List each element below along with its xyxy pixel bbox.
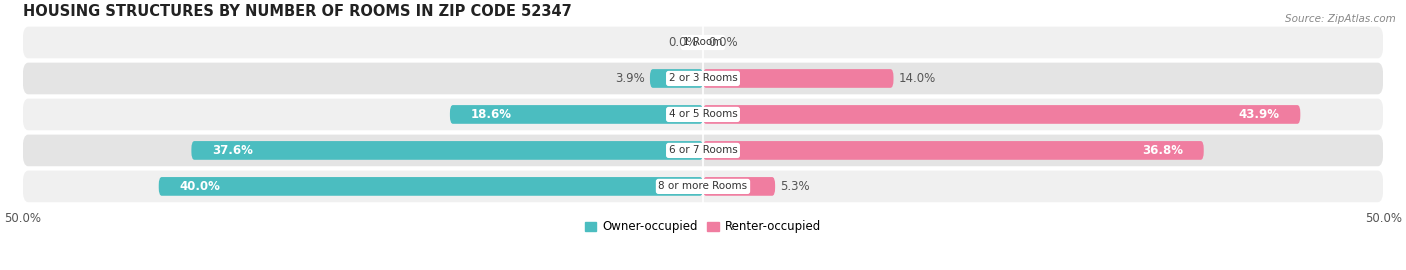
FancyBboxPatch shape: [650, 69, 703, 88]
Text: 1 Room: 1 Room: [683, 38, 723, 48]
Legend: Owner-occupied, Renter-occupied: Owner-occupied, Renter-occupied: [579, 216, 827, 238]
FancyBboxPatch shape: [703, 141, 1204, 160]
FancyBboxPatch shape: [703, 69, 893, 88]
FancyBboxPatch shape: [450, 105, 703, 124]
Text: 5.3%: 5.3%: [780, 180, 810, 193]
FancyBboxPatch shape: [159, 177, 703, 196]
Text: Source: ZipAtlas.com: Source: ZipAtlas.com: [1285, 14, 1396, 23]
FancyBboxPatch shape: [22, 63, 1384, 94]
Text: 18.6%: 18.6%: [471, 108, 512, 121]
Text: HOUSING STRUCTURES BY NUMBER OF ROOMS IN ZIP CODE 52347: HOUSING STRUCTURES BY NUMBER OF ROOMS IN…: [22, 4, 571, 19]
Text: 0.0%: 0.0%: [668, 36, 697, 49]
FancyBboxPatch shape: [191, 141, 703, 160]
Text: 2 or 3 Rooms: 2 or 3 Rooms: [669, 73, 737, 83]
FancyBboxPatch shape: [22, 171, 1384, 202]
FancyBboxPatch shape: [22, 135, 1384, 166]
Text: 8 or more Rooms: 8 or more Rooms: [658, 181, 748, 191]
Text: 0.0%: 0.0%: [709, 36, 738, 49]
FancyBboxPatch shape: [703, 177, 775, 196]
Text: 14.0%: 14.0%: [898, 72, 936, 85]
Text: 36.8%: 36.8%: [1142, 144, 1184, 157]
Text: 43.9%: 43.9%: [1239, 108, 1279, 121]
Text: 4 or 5 Rooms: 4 or 5 Rooms: [669, 109, 737, 119]
FancyBboxPatch shape: [22, 99, 1384, 130]
Text: 40.0%: 40.0%: [179, 180, 219, 193]
FancyBboxPatch shape: [22, 27, 1384, 58]
Text: 6 or 7 Rooms: 6 or 7 Rooms: [669, 146, 737, 156]
Text: 37.6%: 37.6%: [212, 144, 253, 157]
FancyBboxPatch shape: [703, 105, 1301, 124]
Text: 3.9%: 3.9%: [614, 72, 644, 85]
